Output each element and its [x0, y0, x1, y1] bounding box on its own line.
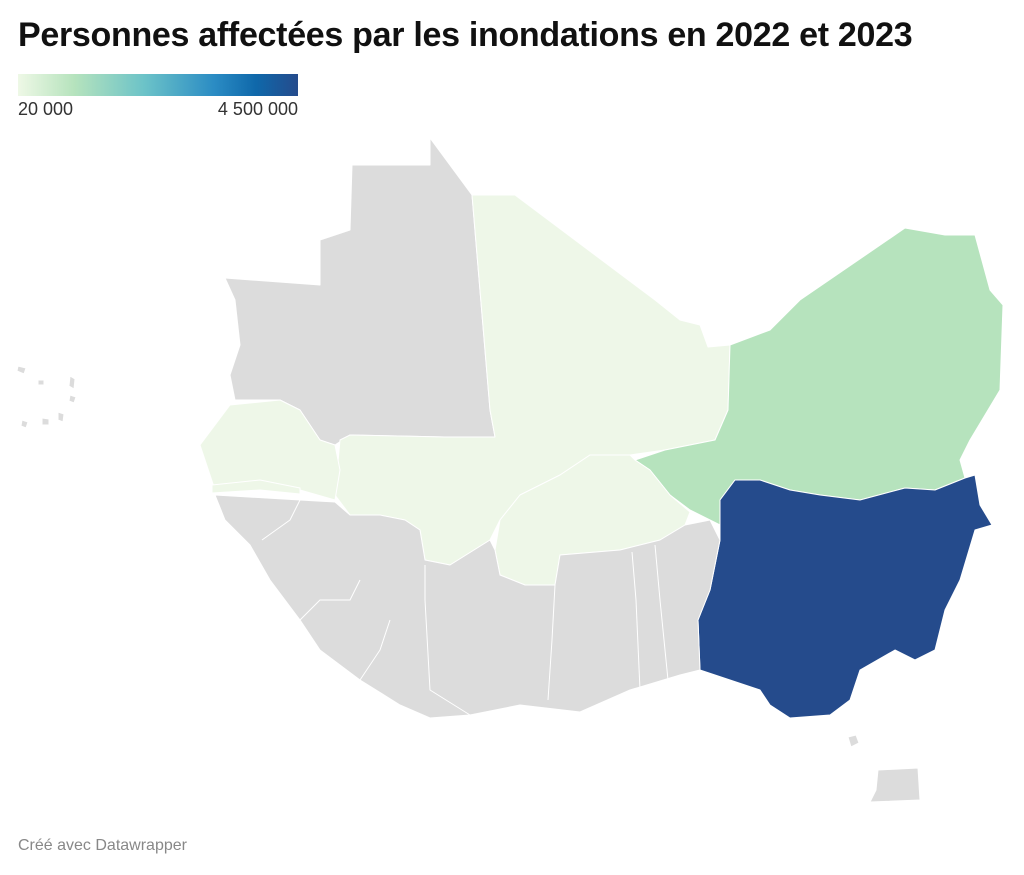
color-legend: 20 000 4 500 000: [18, 74, 298, 120]
region-nigeria[interactable]: [697, 474, 993, 719]
legend-min-label: 20 000: [18, 99, 74, 119]
legend-gradient-bar: [18, 74, 298, 96]
region-cape-verde[interactable]: [16, 365, 77, 429]
region-mauritania[interactable]: [224, 137, 496, 446]
legend-max-label: 4 500 000: [217, 99, 298, 119]
chart-title: Personnes affectées par les inondations …: [18, 16, 913, 54]
region-islands-gulf-of-guinea[interactable]: [847, 734, 921, 803]
footer-credit: Créé avec Datawrapper: [18, 837, 187, 854]
region-gambia[interactable]: [211, 479, 301, 495]
border-line: [261, 499, 669, 716]
